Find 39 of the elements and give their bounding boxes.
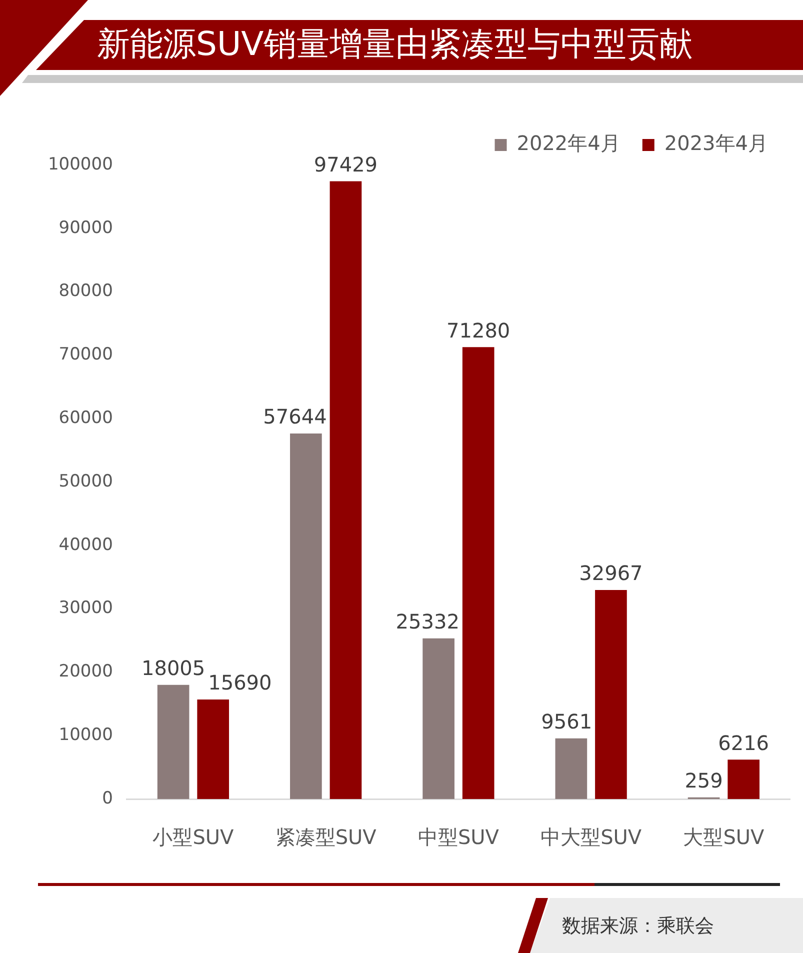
x-tick-label: 中型SUV [418, 825, 500, 850]
data-label: 259 [684, 768, 723, 793]
source-note: 数据来源：乘联会 [562, 914, 714, 939]
y-tick-label: 20000 [58, 662, 113, 682]
y-tick-label: 70000 [58, 344, 113, 365]
data-label: 71280 [446, 318, 510, 342]
x-tick-label: 大型SUV [683, 825, 765, 850]
x-tick-label: 紧凑型SUV [275, 825, 377, 850]
y-tick-label: 80000 [58, 281, 113, 302]
bar [555, 738, 588, 799]
x-tick-label: 中大型SUV [540, 825, 642, 850]
y-tick-label: 30000 [58, 598, 113, 618]
bar [330, 181, 362, 799]
bar [422, 638, 454, 799]
legend-label: 2022年4月 [516, 131, 620, 156]
data-label: 15690 [208, 670, 272, 695]
bar [197, 700, 230, 799]
bar [462, 347, 494, 799]
x-tick-label: 小型SUV [152, 825, 234, 850]
data-label: 6216 [718, 730, 770, 755]
y-tick-label: 50000 [58, 471, 113, 492]
bar [728, 760, 760, 799]
bar [290, 434, 322, 799]
data-label: 25332 [396, 610, 460, 634]
data-label: 18005 [142, 656, 206, 680]
y-tick-label: 100000 [48, 154, 113, 174]
y-tick-label: 60000 [58, 408, 113, 428]
bar [595, 590, 627, 799]
bar [157, 684, 190, 799]
y-tick-label: 90000 [58, 218, 113, 238]
data-label: 9561 [541, 710, 592, 734]
data-label: 97429 [314, 152, 378, 177]
chart-title: 新能源SUV销量增量由紧凑型与中型贡献 [97, 23, 693, 65]
legend-label: 2023年4月 [664, 131, 768, 156]
y-tick-label: 0 [102, 788, 113, 808]
y-tick-label: 40000 [58, 534, 113, 555]
y-tick-label: 10000 [58, 725, 113, 746]
data-label: 57644 [263, 404, 327, 429]
data-label: 32967 [579, 561, 643, 586]
